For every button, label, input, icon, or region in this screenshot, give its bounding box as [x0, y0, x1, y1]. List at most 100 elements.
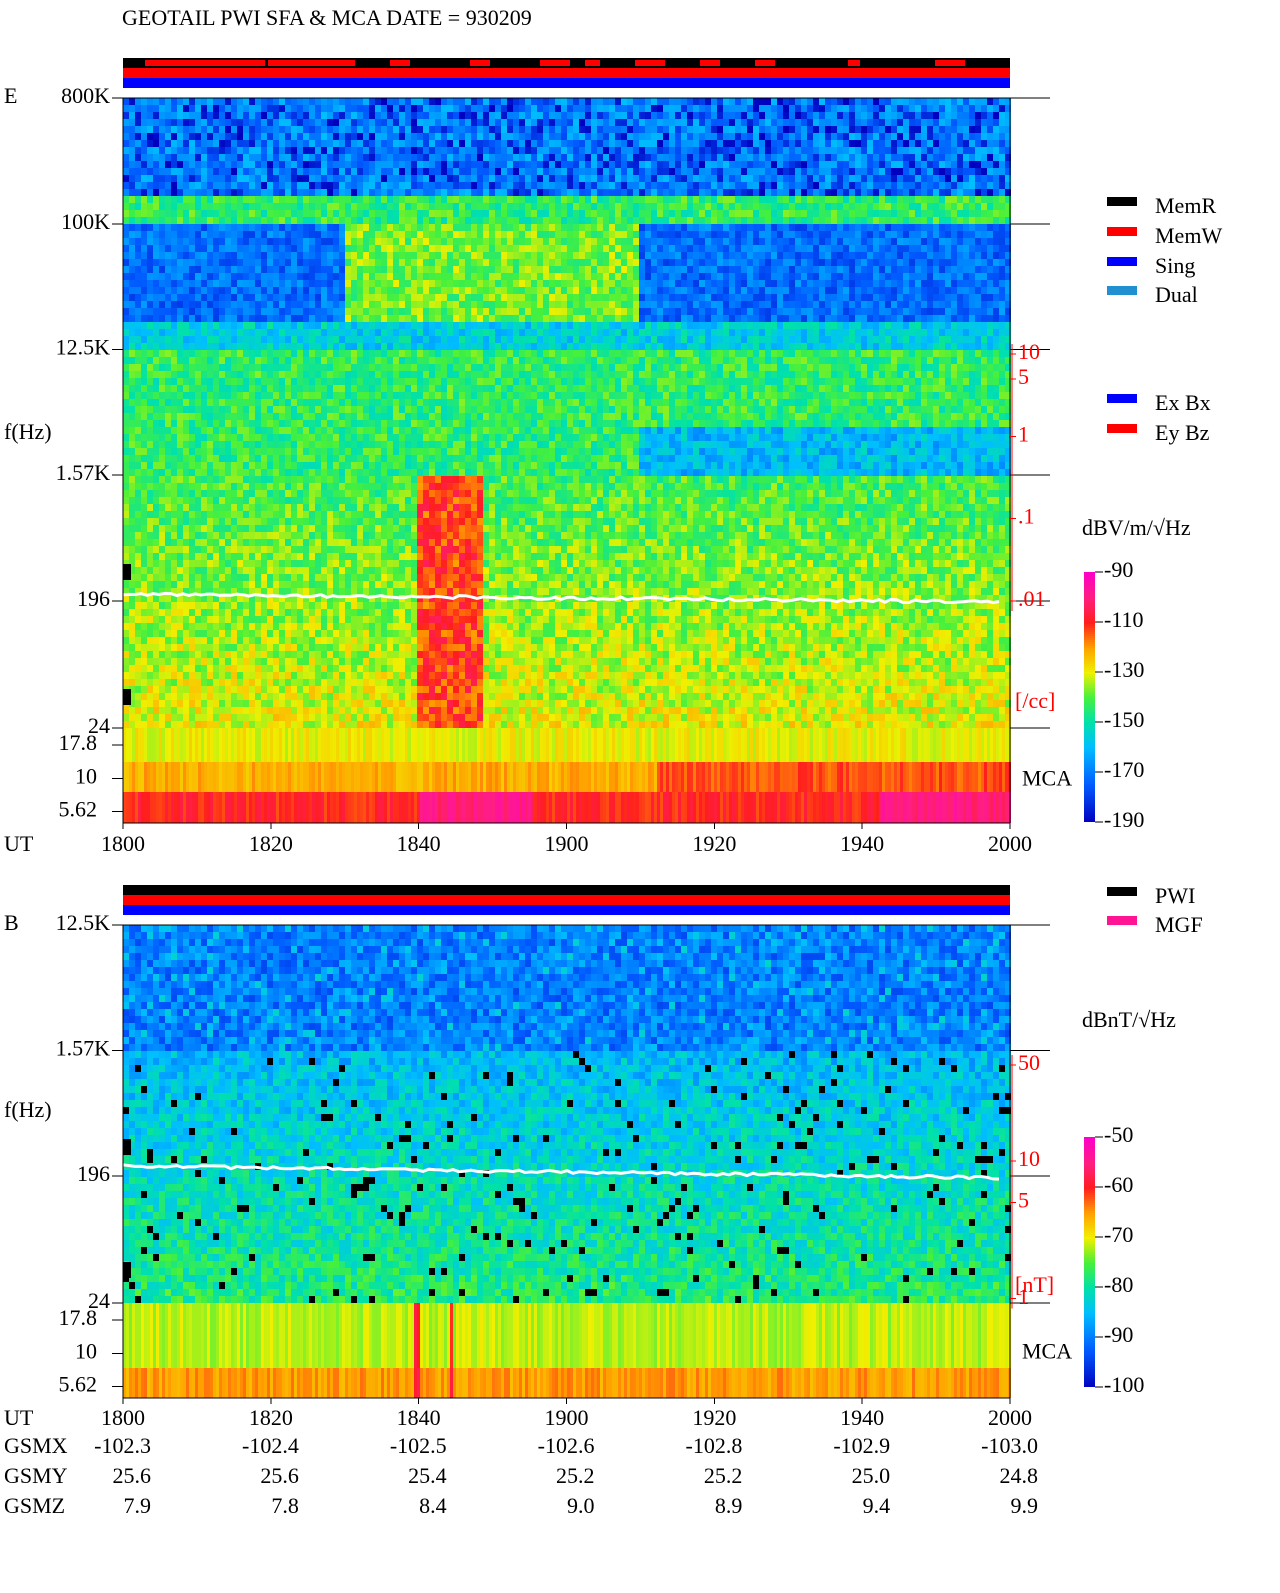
spectrogram-cell — [549, 140, 555, 147]
spectrogram-cell — [531, 140, 537, 147]
spectrogram-cell — [993, 140, 999, 147]
spectrogram-cell — [879, 119, 885, 126]
spectrogram-cell — [861, 105, 867, 112]
spectrogram-cell — [405, 154, 411, 161]
spectrogram-cell — [741, 126, 747, 133]
spectrogram-cell — [129, 161, 135, 168]
spectrogram-cell — [369, 126, 375, 133]
spectrogram-cell — [789, 98, 795, 105]
spectrogram-cell — [363, 98, 369, 105]
spectrogram-cell — [519, 154, 525, 161]
spectrogram-cell — [543, 112, 549, 119]
spectrogram-cell — [567, 140, 573, 147]
spectrogram-cell — [711, 140, 717, 147]
spectrogram-cell — [525, 133, 531, 140]
spectrogram-cell — [255, 161, 261, 168]
spectrogram-cell — [333, 147, 339, 154]
spectrogram-cell — [303, 147, 309, 154]
spectrogram-cell — [795, 154, 801, 161]
spectrogram-cell — [141, 140, 147, 147]
spectrogram-cell — [699, 98, 705, 105]
spectrogram-cell — [459, 105, 465, 112]
spectrogram-cell — [321, 126, 327, 133]
spectrogram-cell — [393, 161, 399, 168]
spectrogram-cell — [585, 112, 591, 119]
spectrogram-cell — [657, 140, 663, 147]
spectrogram-cell — [849, 126, 855, 133]
spectrogram-cell — [561, 133, 567, 140]
spectrogram-cell — [951, 105, 957, 112]
spectrogram-cell — [687, 126, 693, 133]
spectrogram-cell — [543, 154, 549, 161]
spectrogram-cell — [345, 161, 351, 168]
spectrogram-cell — [393, 98, 399, 105]
spectrogram-cell — [699, 119, 705, 126]
spectrogram-cell — [945, 133, 951, 140]
spectrogram-cell — [213, 161, 219, 168]
spectrogram-cell — [261, 119, 267, 126]
spectrogram-cell — [555, 105, 561, 112]
spectrogram-cell — [843, 105, 849, 112]
spectrogram-cell — [495, 161, 501, 168]
spectrogram-cell — [687, 147, 693, 154]
spectrogram-cell — [555, 112, 561, 119]
spectrogram-cell — [171, 126, 177, 133]
spectrogram-cell — [693, 126, 699, 133]
spectrogram-cell — [771, 133, 777, 140]
spectrogram-cell — [747, 147, 753, 154]
spectrogram-cell — [567, 154, 573, 161]
spectrogram-cell — [981, 105, 987, 112]
spectrogram-cell — [663, 119, 669, 126]
spectrogram-cell — [759, 105, 765, 112]
spectrogram-cell — [429, 147, 435, 154]
spectrogram-cell — [645, 126, 651, 133]
spectrogram-cell — [705, 119, 711, 126]
spectrogram-cell — [801, 147, 807, 154]
spectrogram-cell — [189, 133, 195, 140]
spectrogram-cell — [897, 119, 903, 126]
spectrogram-cell — [207, 119, 213, 126]
spectrogram-cell — [333, 140, 339, 147]
spectrogram-cell — [447, 105, 453, 112]
spectrogram-cell — [897, 105, 903, 112]
spectrogram-cell — [471, 154, 477, 161]
spectrogram-cell — [477, 112, 483, 119]
spectrogram-cell — [927, 112, 933, 119]
spectrogram-cell — [261, 140, 267, 147]
spectrogram-cell — [879, 98, 885, 105]
spectrogram-cell — [723, 133, 729, 140]
spectrogram-cell — [237, 112, 243, 119]
spectrogram-cell — [195, 147, 201, 154]
spectrogram-cell — [969, 119, 975, 126]
spectrogram-cell — [765, 161, 771, 168]
spectrogram-cell — [963, 147, 969, 154]
spectrogram-cell — [327, 140, 333, 147]
spectrogram-cell — [339, 161, 345, 168]
spectrogram-cell — [231, 133, 237, 140]
spectrogram-cell — [249, 161, 255, 168]
spectrogram-cell — [309, 147, 315, 154]
spectrogram-cell — [255, 154, 261, 161]
spectrogram-cell — [663, 154, 669, 161]
spectrogram-cell — [513, 119, 519, 126]
spectrogram-cell — [897, 140, 903, 147]
spectrogram-cell — [855, 98, 861, 105]
spectrogram-cell — [999, 133, 1005, 140]
spectrogram-cell — [573, 147, 579, 154]
spectrogram-cell — [795, 112, 801, 119]
spectrogram-cell — [543, 147, 549, 154]
spectrogram-cell — [603, 140, 609, 147]
spectrogram-cell — [297, 154, 303, 161]
spectrogram-cell — [957, 105, 963, 112]
spectrogram-cell — [741, 154, 747, 161]
spectrogram-cell — [459, 126, 465, 133]
spectrogram-cell — [669, 98, 675, 105]
spectrogram-cell — [333, 98, 339, 105]
spectrogram-cell — [537, 133, 543, 140]
spectrogram-cell — [657, 147, 663, 154]
spectrogram-cell — [939, 119, 945, 126]
spectrogram-cell — [843, 161, 849, 168]
spectrogram-cell — [189, 119, 195, 126]
spectrogram-cell — [849, 140, 855, 147]
spectrogram-cell — [627, 140, 633, 147]
